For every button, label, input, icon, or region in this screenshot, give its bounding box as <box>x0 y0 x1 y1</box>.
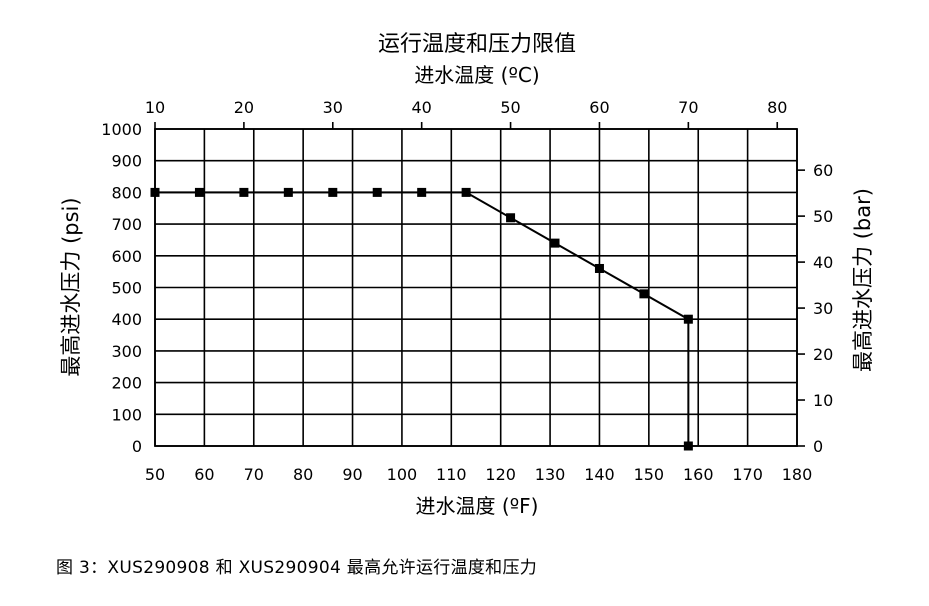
x-tick-label: 110 <box>436 465 467 484</box>
y-tick-label: 700 <box>111 215 142 234</box>
data-point <box>639 289 649 299</box>
figure-caption: 图 3：XUS290908 和 XUS290904 最高允许运行温度和压力 <box>56 558 538 578</box>
y-tick-label: 100 <box>111 405 142 424</box>
data-markers <box>150 187 693 451</box>
x-tick-label: 150 <box>634 465 665 484</box>
series-line <box>155 191 690 446</box>
x-tick-label: 90 <box>342 465 362 484</box>
data-point <box>594 263 604 273</box>
x-tick-label: 160 <box>683 465 714 484</box>
right-tick-label: 40 <box>813 253 833 272</box>
right-tick-label: 60 <box>813 161 833 180</box>
right-tick-label: 30 <box>813 299 833 318</box>
right-tick-label: 10 <box>813 391 833 410</box>
x-tick-label: 140 <box>584 465 615 484</box>
top-axis-label: 进水温度 (ºC) <box>414 63 539 87</box>
data-point <box>239 187 249 197</box>
top-tick-label: 60 <box>589 98 609 117</box>
x-tick-label: 70 <box>244 465 264 484</box>
data-point <box>461 187 471 197</box>
data-point <box>683 314 693 324</box>
top-tick-label: 80 <box>767 98 787 117</box>
data-point <box>150 187 160 197</box>
plot-frame <box>154 128 798 447</box>
top-tick-label: 70 <box>678 98 698 117</box>
y-tick-label: 800 <box>111 183 142 202</box>
y-tick-label: 200 <box>111 374 142 393</box>
y-tick-label: 0 <box>132 437 142 456</box>
x-axis-label: 进水温度 (ºF) <box>416 494 539 518</box>
x-tick-label: 50 <box>145 465 165 484</box>
right-tick-label: 20 <box>813 345 833 364</box>
x-tick-label: 130 <box>535 465 566 484</box>
y-tick-label: 400 <box>111 310 142 329</box>
right-tick-label: 0 <box>813 437 823 456</box>
data-point <box>506 213 516 223</box>
right-tick-label: 50 <box>813 207 833 226</box>
data-point <box>194 187 204 197</box>
top-tick-label: 30 <box>323 98 343 117</box>
series-polyline <box>155 191 690 446</box>
x-tick-label: 60 <box>194 465 214 484</box>
y-tick-label: 600 <box>111 247 142 266</box>
tick-labels: 50 60 70 80 90 100 110 120 130 140 150 160 170 180010… <box>101 98 833 484</box>
y-axis-label-right: 最高进水压力 (bar) <box>851 188 875 372</box>
top-tick-label: 40 <box>411 98 431 117</box>
top-tick-label: 10 <box>145 98 165 117</box>
data-point <box>683 441 693 451</box>
data-point <box>417 187 427 197</box>
y-axis-label: 最高进水压力 (psi) <box>59 197 83 376</box>
y-tick-label: 900 <box>111 152 142 171</box>
y-tick-label: 500 <box>111 279 142 298</box>
x-tick-label: 180 <box>782 465 813 484</box>
chart-title: 运行温度和压力限值 <box>378 32 576 57</box>
top-tick-label: 50 <box>500 98 520 117</box>
data-point <box>372 187 382 197</box>
x-tick-label: 100 <box>387 465 418 484</box>
x-tick-label: 120 <box>485 465 516 484</box>
y-tick-label: 300 <box>111 342 142 361</box>
x-tick-label: 170 <box>732 465 763 484</box>
top-tick-label: 20 <box>234 98 254 117</box>
x-tick-label: 80 <box>293 465 313 484</box>
grid <box>154 122 805 447</box>
data-point <box>550 238 560 248</box>
data-point <box>328 187 338 197</box>
data-point <box>283 187 293 197</box>
y-tick-label: 1000 <box>101 120 142 139</box>
